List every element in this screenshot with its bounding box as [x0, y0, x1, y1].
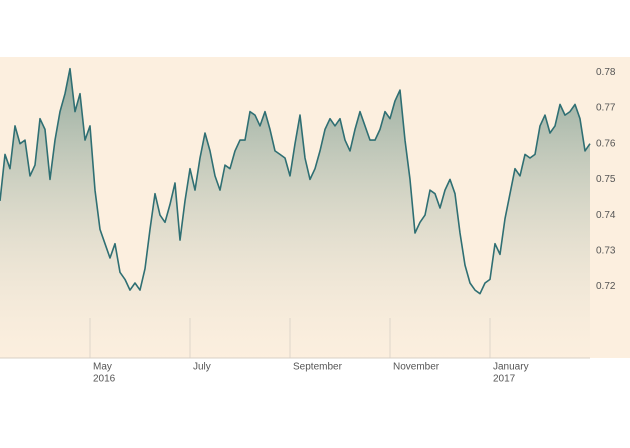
- y-tick-label: 0.77: [596, 103, 616, 114]
- x-tick-year: 2016: [93, 374, 116, 385]
- y-tick-label: 0.73: [596, 245, 616, 256]
- x-tick-label: July: [193, 362, 211, 373]
- x-tick-label: September: [293, 362, 343, 373]
- y-tick-label: 0.76: [596, 138, 616, 149]
- line: [0, 67, 591, 295]
- x-tick-label: May: [93, 362, 112, 373]
- area-fill: [0, 68, 590, 358]
- x-tick-label: November: [393, 362, 440, 373]
- x-tick-year: 2017: [493, 374, 516, 385]
- y-tick-label: 0.78: [596, 67, 616, 78]
- x-tick-label: January: [493, 362, 529, 373]
- y-tick-label: 0.74: [596, 210, 616, 221]
- y-tick-label: 0.75: [596, 174, 616, 185]
- y-tick-label: 0.72: [596, 281, 616, 292]
